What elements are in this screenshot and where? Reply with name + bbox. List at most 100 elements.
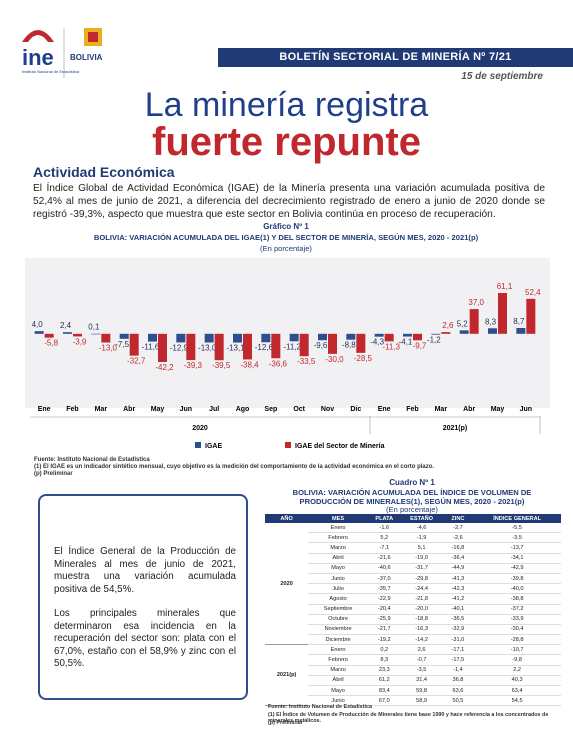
table-cell: -35,7 bbox=[367, 583, 401, 595]
bar bbox=[328, 333, 337, 354]
table-cell: 2,6 bbox=[400, 644, 443, 656]
bar bbox=[356, 333, 366, 353]
bar bbox=[413, 333, 422, 341]
bar bbox=[526, 298, 536, 334]
table-row: Mayo 83,4 59,8 63,6 63,4 bbox=[265, 685, 561, 697]
table-cell: -31,0 bbox=[442, 634, 474, 646]
table-row: Abril -21,6 -19,0 -36,4 -34,1 bbox=[265, 553, 561, 564]
table-cell: -25,9 bbox=[367, 614, 401, 625]
column-header: PLATA bbox=[367, 514, 401, 523]
bar bbox=[233, 333, 242, 343]
table-cell: -16,3 bbox=[400, 624, 443, 636]
table-cell: Mayo bbox=[308, 685, 368, 697]
table-cell: -1,4 bbox=[442, 665, 474, 676]
paragraph: El Índice Global de Actividad Económica … bbox=[33, 183, 545, 220]
table-cell: -33,9 bbox=[473, 614, 561, 625]
legend-label: IGAE bbox=[205, 443, 222, 450]
table-cell: -21,8 bbox=[400, 593, 443, 605]
data-label: 61,1 bbox=[497, 282, 513, 291]
table-cell: -30,4 bbox=[473, 624, 561, 636]
data-label: 52,4 bbox=[525, 288, 541, 297]
footnote: (1) El IGAE es un indicador sintético me… bbox=[34, 464, 435, 470]
table-cell: 5,2 bbox=[367, 532, 401, 544]
bar bbox=[243, 333, 252, 360]
table-title: BOLIVIA: VARIACIÓN ACUMULADA DEL ÍNDICE … bbox=[292, 488, 532, 506]
table-cell: 54,5 bbox=[473, 695, 561, 707]
table-cell: -14,2 bbox=[400, 634, 443, 646]
table-cell: 31,4 bbox=[400, 675, 443, 687]
table-cell: -20,4 bbox=[367, 604, 401, 615]
x-tick-label: Jun bbox=[180, 406, 192, 413]
data-label: -7,5 bbox=[115, 340, 129, 349]
logos: ine Instituto Nacional de Estadística BO… bbox=[22, 28, 103, 78]
data-label: -32,7 bbox=[127, 357, 146, 366]
table-cell: Agosto bbox=[308, 593, 368, 605]
table-row: Abril 61,2 31,4 36,8 40,3 bbox=[265, 675, 561, 687]
table-cell: -24,4 bbox=[400, 583, 443, 595]
data-label: -1,2 bbox=[427, 336, 441, 345]
table-cell: -36,5 bbox=[442, 614, 474, 625]
chart-title: BOLIVIA: VARIACIÓN ACUMULADA DEL IGAE(1)… bbox=[94, 233, 479, 242]
table-cell: Febrero bbox=[308, 654, 368, 666]
bar bbox=[129, 333, 139, 356]
table-cell: -36,4 bbox=[442, 553, 474, 564]
table-cell: -37,0 bbox=[367, 573, 401, 585]
table-cell: Mayo bbox=[308, 563, 368, 574]
table-cell: Julio bbox=[308, 583, 368, 595]
table-cell: 2,2 bbox=[473, 665, 561, 676]
data-label: -13,0 bbox=[198, 343, 217, 352]
table-row: 2020 Enero -1,6 -4,6 -2,7 -5,5 bbox=[265, 523, 561, 646]
section-heading: Actividad Económica bbox=[33, 164, 175, 180]
table-footnote: Fuente: Instituto Nacional de Estadístic… bbox=[268, 704, 372, 710]
table-cell: Marzo bbox=[308, 542, 368, 554]
table-cell: 83,4 bbox=[367, 685, 401, 697]
bar bbox=[34, 331, 44, 334]
table-row: 2021(p) Enero 0,2 2,6 -17,1 -10,7 bbox=[265, 644, 561, 707]
table-cell: 50,5 bbox=[442, 695, 474, 707]
table-footnote: (1) El Índice de Volumen de Producción d… bbox=[268, 712, 549, 724]
data-label: -3,9 bbox=[73, 337, 87, 346]
bar bbox=[271, 333, 281, 359]
chart-subtitle: (En porcentaje) bbox=[260, 244, 312, 253]
table-cell: -19,0 bbox=[400, 553, 443, 564]
legend-swatch bbox=[195, 442, 201, 448]
table-cell: -1,9 bbox=[400, 532, 443, 544]
table-cell: Noviembre bbox=[308, 624, 368, 636]
table-cell: 8,3 bbox=[367, 654, 401, 666]
x-tick-label: Jul bbox=[209, 406, 219, 413]
table-cell: -28,8 bbox=[473, 634, 561, 646]
data-label: -39,3 bbox=[184, 361, 203, 370]
table-cell: -42,9 bbox=[473, 563, 561, 574]
table-cell: -22,9 bbox=[367, 593, 401, 605]
table-cell: -41,2 bbox=[442, 593, 474, 605]
year-cell: 2020 bbox=[265, 523, 309, 646]
data-label: -9,6 bbox=[314, 341, 328, 350]
bar bbox=[516, 328, 526, 334]
table-cell: Marzo bbox=[308, 665, 368, 676]
bar bbox=[204, 333, 214, 343]
table-cell: -38,8 bbox=[473, 593, 561, 605]
bar bbox=[91, 333, 101, 335]
table-cell: -17,5 bbox=[442, 654, 474, 666]
x-tick-label: Feb bbox=[66, 406, 78, 413]
table-row: Marzo -7,1 5,1 -16,8 -13,7 bbox=[265, 542, 561, 554]
footnote: (p) Preliminar bbox=[34, 471, 73, 477]
info-box: El Índice General de la Producción de Mi… bbox=[38, 494, 248, 700]
table-cell: -31,7 bbox=[400, 563, 443, 574]
x-tick-label: Abr bbox=[463, 406, 475, 413]
x-tick-label: Sep bbox=[264, 406, 277, 413]
data-label: -4,3 bbox=[370, 338, 384, 347]
bar bbox=[73, 333, 82, 337]
column-header: ÍNDICE GENERAL bbox=[473, 514, 561, 523]
bar bbox=[261, 333, 271, 343]
table-cell: 40,3 bbox=[473, 675, 561, 687]
table-cell: Abril bbox=[308, 675, 368, 687]
bar bbox=[289, 333, 299, 342]
x-tick-label: May bbox=[491, 406, 505, 413]
x-tick-label: Ago bbox=[236, 406, 250, 413]
bar bbox=[469, 309, 479, 334]
bar bbox=[214, 333, 224, 361]
period-label: 2020 bbox=[192, 425, 208, 432]
data-label: 5,2 bbox=[457, 319, 469, 328]
data-label: -36,6 bbox=[269, 359, 288, 368]
